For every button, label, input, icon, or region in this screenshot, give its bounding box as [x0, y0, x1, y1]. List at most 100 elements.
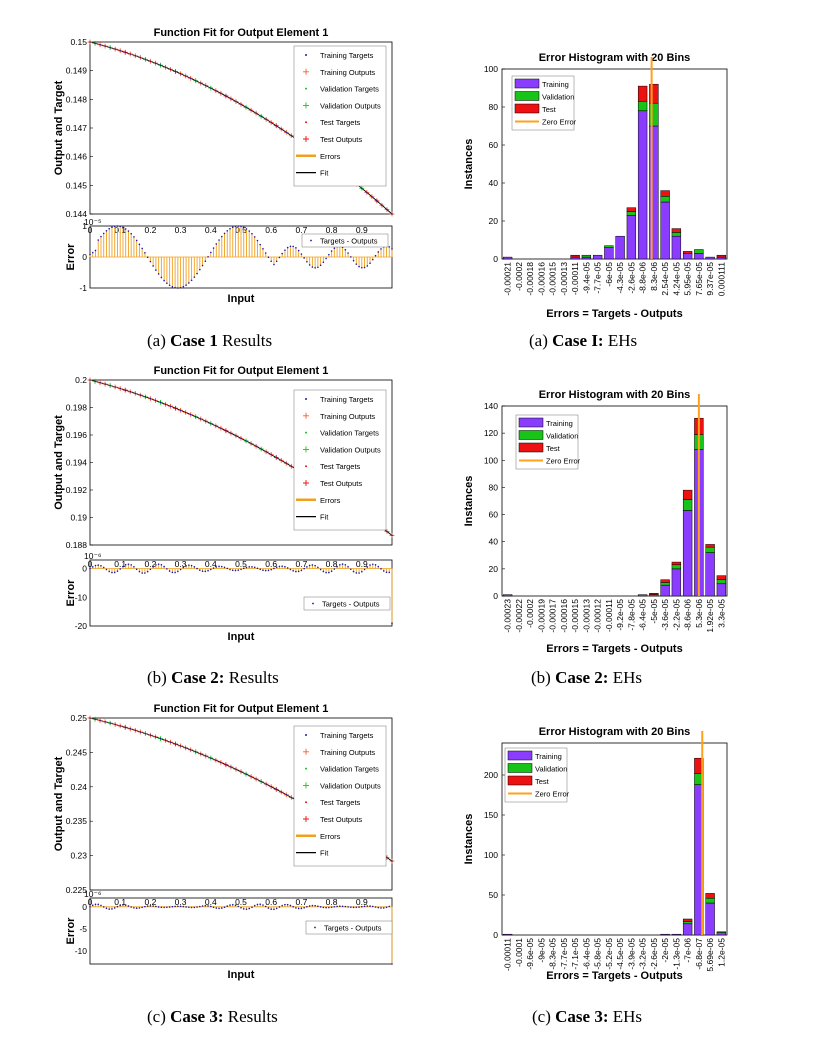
x-tick-label: -8.8e-06 [638, 262, 648, 294]
error-point [308, 564, 311, 567]
error-point [97, 239, 100, 241]
error-point [275, 260, 278, 263]
target-marker [371, 195, 373, 198]
target-marker [169, 68, 172, 71]
target-marker [134, 392, 137, 395]
error-point [253, 566, 256, 569]
x-axis-label: Errors = Targets - Outputs [546, 308, 682, 320]
x-tick-label: -0.00013 [581, 599, 591, 633]
error-point [314, 564, 316, 567]
error-point [328, 253, 330, 256]
target-marker [139, 394, 142, 396]
target-marker [109, 722, 111, 724]
error-point [240, 225, 242, 228]
error-point [374, 564, 377, 566]
error-legend-label: Targets - Outputs [320, 237, 378, 246]
x-tick-label: 0.3 [175, 559, 187, 569]
legend-symbol [312, 602, 314, 605]
error-point [328, 906, 330, 909]
error-point [242, 908, 245, 910]
target-marker [169, 741, 172, 743]
error-point [377, 906, 380, 909]
error-point [371, 563, 374, 566]
target-marker [366, 191, 368, 194]
error-point [171, 286, 174, 288]
legend-entry: Training Outputs [320, 68, 375, 77]
target-marker [119, 49, 121, 52]
legend-entry: Validation Targets [320, 85, 379, 94]
target-marker [265, 783, 267, 785]
y-tick-label: 0.194 [66, 458, 88, 468]
error-point [133, 236, 135, 238]
target-marker [220, 761, 222, 764]
error-exponent: 10⁻⁵ [84, 217, 101, 227]
error-point [91, 904, 94, 907]
error-point [215, 907, 218, 909]
target-marker [129, 728, 132, 730]
y-tick-label: 0.15 [70, 37, 87, 47]
bar-validation [716, 931, 727, 933]
x-tick-label: -4.5e-05 [615, 938, 625, 970]
x-tick-label: -0.00011 [570, 262, 580, 295]
error-point [347, 252, 349, 254]
error-point [133, 907, 135, 909]
error-point [223, 566, 226, 569]
error-point [226, 905, 229, 907]
error-point [108, 570, 111, 573]
error-point [218, 565, 220, 568]
target-marker [361, 187, 363, 190]
error-point [124, 228, 127, 230]
error-point [300, 253, 303, 255]
error-point [122, 565, 124, 568]
legend-symbol [305, 54, 307, 56]
error-point [204, 260, 207, 262]
target-marker [210, 87, 212, 89]
bar-training [637, 594, 648, 597]
error-exponent: 10⁻⁶ [84, 889, 101, 899]
target-marker [119, 387, 121, 390]
x-tick-label: 0.8 [326, 897, 338, 907]
target-marker [225, 429, 227, 432]
error-point [369, 262, 371, 264]
bar-test [649, 593, 659, 595]
legend-entry: Training [542, 80, 569, 89]
target-marker [194, 751, 197, 753]
y-tick-label: 50 [489, 890, 499, 900]
x-tick-label: -5.8e-05 [593, 938, 603, 970]
error-point [171, 571, 174, 574]
bar-test [570, 254, 580, 258]
error-point [100, 235, 102, 238]
x-tick-label: 0.4 [205, 225, 217, 235]
bar-validation [660, 196, 670, 203]
legend-swatch [514, 78, 540, 89]
error-point [358, 265, 360, 268]
chart-title: Function Fit for Output Element 1 [154, 27, 329, 39]
error-point [149, 260, 152, 263]
error-point [295, 907, 297, 909]
error-point [223, 232, 226, 235]
target-marker [270, 121, 273, 124]
error-point [306, 566, 308, 568]
error-point [144, 572, 146, 574]
error-point [108, 908, 111, 910]
x-tick-label: -2e-05 [660, 938, 670, 963]
error-point [388, 571, 391, 574]
target-marker [199, 418, 202, 420]
error-point [100, 564, 102, 567]
error-point [317, 566, 319, 569]
target-marker [245, 440, 247, 442]
y-axis-label: Output and Target [53, 756, 65, 851]
y-axis-label: Output and Target [53, 415, 65, 510]
legend-entry: Validation Targets [320, 429, 379, 438]
y-tick-label: 0.188 [66, 540, 88, 550]
error-point [267, 256, 270, 259]
x-tick-label: -8.6e-06 [683, 599, 693, 631]
y-axis-label: Instances [463, 814, 475, 865]
legend-symbol [303, 68, 309, 75]
error-point [319, 906, 322, 908]
error-y-tick-label: -20 [75, 621, 88, 631]
error-point [168, 284, 171, 287]
error-point [382, 570, 385, 572]
error-point [319, 568, 322, 571]
error-point [328, 571, 330, 574]
